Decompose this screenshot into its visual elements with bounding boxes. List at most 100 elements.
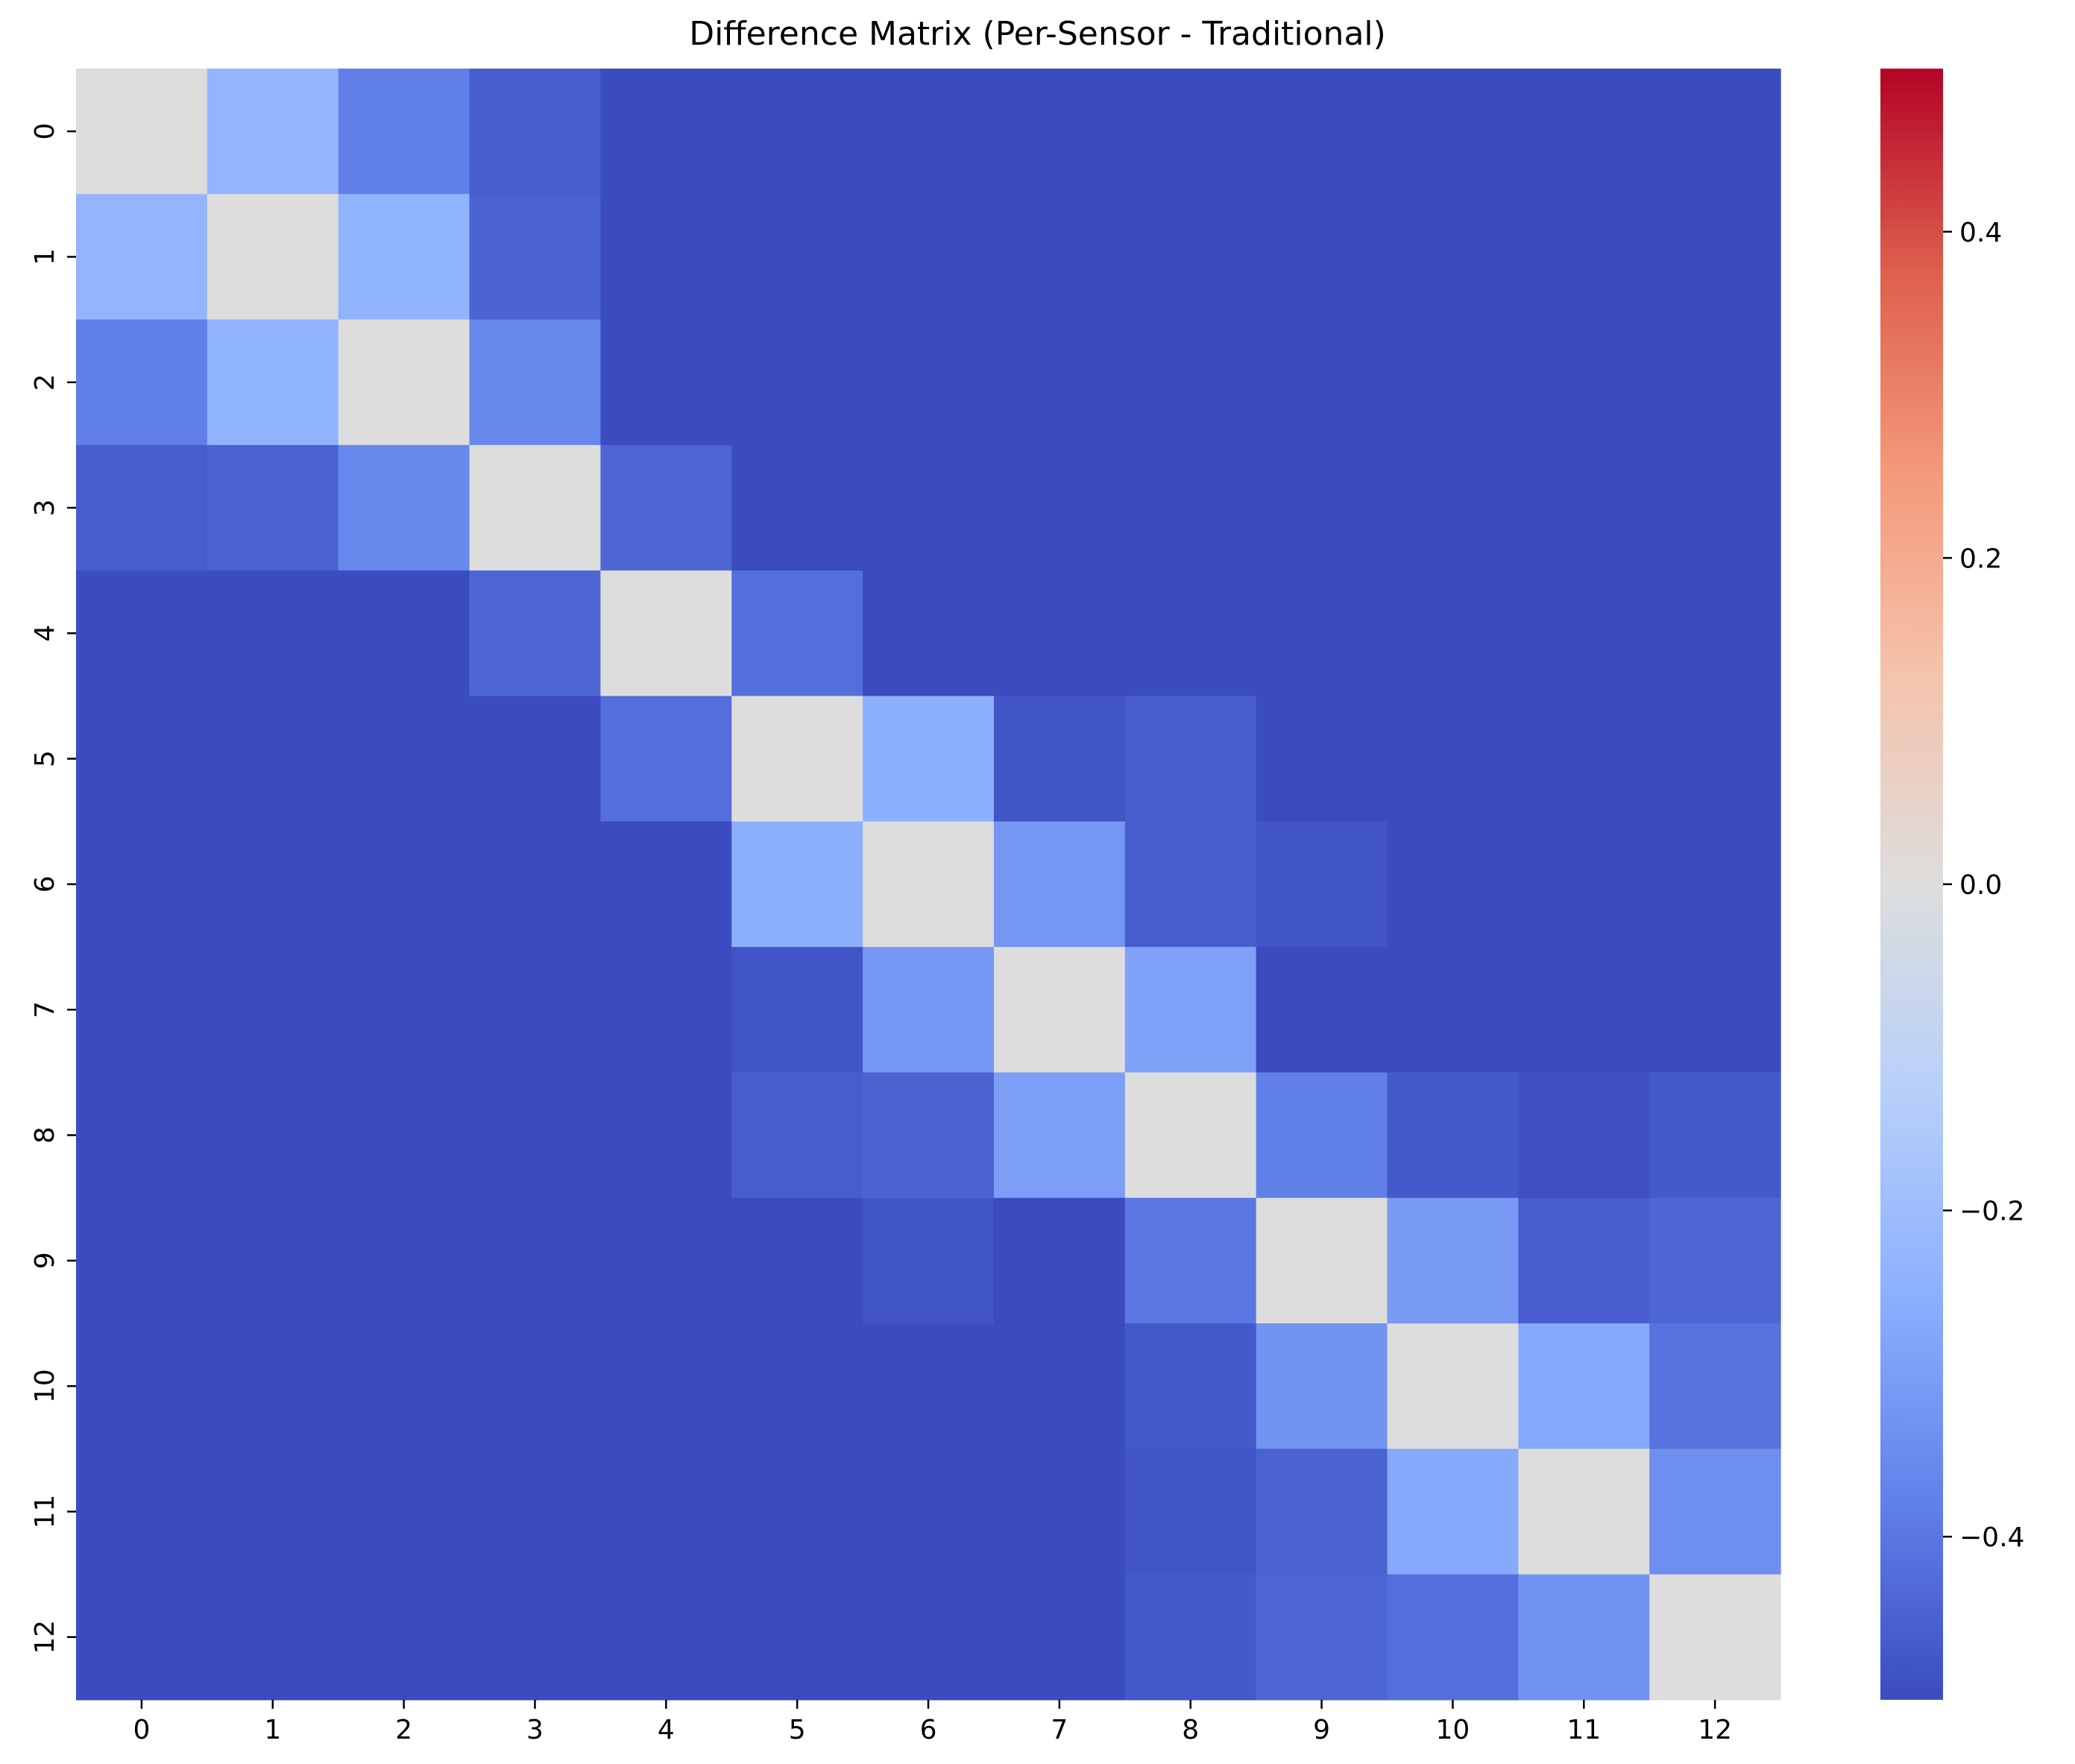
heatmap-cell-r0-c2 — [338, 69, 470, 195]
heatmap-cell-r1-c8 — [1124, 194, 1257, 321]
heatmap-cell-r5-c10 — [1387, 696, 1519, 822]
heatmap-cell-r9-c7 — [993, 1197, 1126, 1324]
heatmap-cell-r12-c7 — [993, 1574, 1126, 1701]
heatmap-cell-r0-c9 — [1256, 69, 1388, 195]
heatmap-cell-r10-c10 — [1387, 1323, 1519, 1449]
heatmap-cell-r11-c11 — [1518, 1449, 1650, 1575]
heatmap-cell-r0-c4 — [600, 69, 732, 195]
heatmap-cell-r10-c5 — [731, 1323, 863, 1449]
heatmap-cell-r1-c11 — [1518, 194, 1650, 321]
heatmap-cell-r1-c5 — [731, 194, 863, 321]
heatmap-cell-r3-c0 — [76, 444, 208, 571]
heatmap-cell-r8-c5 — [731, 1072, 863, 1199]
heatmap-cell-r3-c1 — [207, 444, 339, 571]
x-axis: 0 1 2 3 4 5 6 7 8 9 10 11 12 — [133, 1699, 1732, 1745]
y-tick-label: 4 — [30, 625, 60, 642]
heatmap-cell-r0-c0 — [76, 69, 208, 195]
heatmap-cell-r0-c3 — [469, 69, 601, 195]
heatmap-cell-r4-c6 — [863, 570, 995, 697]
heatmap-cell-r9-c10 — [1387, 1197, 1519, 1324]
heatmap-cell-r11-c10 — [1387, 1449, 1519, 1575]
heatmap-cell-r7-c2 — [338, 947, 470, 1073]
x-tick-label: 11 — [1567, 1715, 1601, 1745]
heatmap-cell-r9-c12 — [1649, 1197, 1781, 1324]
heatmap-cell-r4-c5 — [731, 570, 863, 697]
heatmap-cell-r7-c11 — [1518, 947, 1650, 1073]
heatmap-cell-r0-c8 — [1124, 69, 1257, 195]
y-tick-label: 2 — [30, 374, 60, 391]
heatmap-cell-r5-c9 — [1256, 696, 1388, 822]
heatmap-cell-r9-c8 — [1124, 1197, 1257, 1324]
heatmap-cell-r6-c5 — [731, 821, 863, 948]
heatmap-cell-r1-c12 — [1649, 194, 1781, 321]
heatmap-cell-r7-c8 — [1124, 947, 1257, 1073]
heatmap-cell-r9-c9 — [1256, 1197, 1388, 1324]
x-tick-label: 4 — [658, 1715, 675, 1745]
heatmap-cell-r9-c0 — [76, 1197, 208, 1324]
colorbar-tick-label: −0.4 — [1959, 1522, 2024, 1553]
colorbar — [1880, 69, 1943, 1700]
heatmap-cell-r2-c11 — [1518, 319, 1650, 446]
heatmap-cell-r2-c9 — [1256, 319, 1388, 446]
heatmap-cell-r2-c4 — [600, 319, 732, 446]
x-tick-label: 2 — [395, 1715, 412, 1745]
heatmap-cell-r6-c2 — [338, 821, 470, 948]
heatmap-cell-r0-c11 — [1518, 69, 1650, 195]
heatmap-cell-r2-c0 — [76, 319, 208, 446]
heatmap-cell-r4-c0 — [76, 570, 208, 697]
heatmap-cell-r4-c11 — [1518, 570, 1650, 697]
heatmap-cell-r11-c12 — [1649, 1449, 1781, 1575]
heatmap-cell-r12-c6 — [863, 1574, 995, 1701]
heatmap-cell-r4-c10 — [1387, 570, 1519, 697]
heatmap-cell-r8-c0 — [76, 1072, 208, 1199]
x-tick-label: 6 — [920, 1715, 937, 1745]
heatmap-cell-r0-c6 — [863, 69, 995, 195]
y-tick-label: 6 — [30, 875, 60, 892]
heatmap-cell-r1-c2 — [338, 194, 470, 321]
heatmap-cell-r7-c7 — [993, 947, 1126, 1073]
heatmap-cell-r3-c8 — [1124, 444, 1257, 571]
heatmap-cell-r12-c11 — [1518, 1574, 1650, 1701]
heatmap-cell-r12-c9 — [1256, 1574, 1388, 1701]
heatmap-cell-r9-c4 — [600, 1197, 732, 1324]
heatmap-cell-r8-c11 — [1518, 1072, 1650, 1199]
heatmap-cell-r12-c8 — [1124, 1574, 1257, 1701]
heatmap-cell-r10-c2 — [338, 1323, 470, 1449]
x-tick-label: 9 — [1313, 1715, 1330, 1745]
heatmap-cell-r0-c7 — [993, 69, 1126, 195]
heatmap-cell-r10-c6 — [863, 1323, 995, 1449]
heatmap-cell-r9-c2 — [338, 1197, 470, 1324]
heatmap-cell-r7-c5 — [731, 947, 863, 1073]
x-tick-label: 12 — [1698, 1715, 1732, 1745]
heatmap-cell-r10-c1 — [207, 1323, 339, 1449]
heatmap-cell-r10-c11 — [1518, 1323, 1650, 1449]
colorbar-tick-label: 0.0 — [1959, 870, 2002, 901]
heatmap-cell-r5-c8 — [1124, 696, 1257, 822]
heatmap-cell-r5-c1 — [207, 696, 339, 822]
heatmap-cell-r7-c9 — [1256, 947, 1388, 1073]
y-tick-label: 10 — [30, 1369, 60, 1403]
heatmap-cell-r12-c10 — [1387, 1574, 1519, 1701]
heatmap-cell-r5-c11 — [1518, 696, 1650, 822]
heatmap-cell-r5-c2 — [338, 696, 470, 822]
heatmap-cell-r3-c3 — [469, 444, 601, 571]
heatmap-cell-r1-c1 — [207, 194, 339, 321]
heatmap-cell-r1-c4 — [600, 194, 732, 321]
y-tick-label: 0 — [30, 123, 60, 140]
heatmap-cell-r6-c4 — [600, 821, 732, 948]
heatmap-cell-r11-c1 — [207, 1449, 339, 1575]
heatmap-cell-r7-c6 — [863, 947, 995, 1073]
y-tick-label: 7 — [30, 1001, 60, 1018]
heatmap-cell-r11-c0 — [76, 1449, 208, 1575]
heatmap-cell-r12-c3 — [469, 1574, 601, 1701]
heatmap-cell-r6-c8 — [1124, 821, 1257, 948]
heatmap-cell-r3-c10 — [1387, 444, 1519, 571]
heatmap-cell-r4-c9 — [1256, 570, 1388, 697]
heatmap-cell-r11-c4 — [600, 1449, 732, 1575]
heatmap-cell-r1-c6 — [863, 194, 995, 321]
heatmap-cell-r5-c4 — [600, 696, 732, 822]
heatmap-cell-r6-c1 — [207, 821, 339, 948]
heatmap-cell-r4-c12 — [1649, 570, 1781, 697]
heatmap-cell-r10-c9 — [1256, 1323, 1388, 1449]
